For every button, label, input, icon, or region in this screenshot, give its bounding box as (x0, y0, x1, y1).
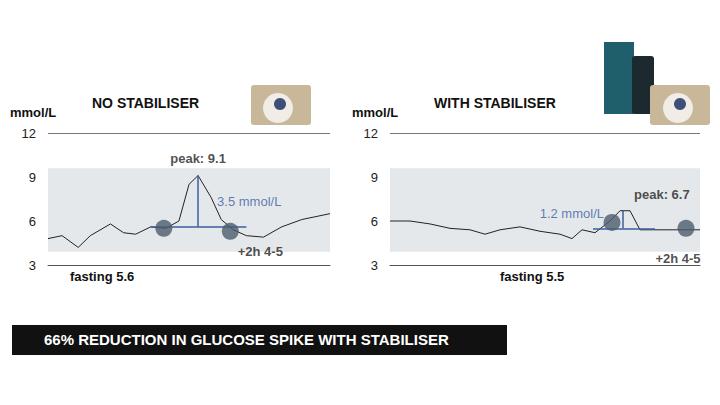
svg-text:mmol/L: mmol/L (10, 105, 56, 120)
svg-text:3: 3 (29, 258, 36, 273)
svg-text:9: 9 (371, 170, 378, 185)
svg-text:NO STABILISER: NO STABILISER (92, 95, 199, 111)
svg-text:fasting 5.6: fasting 5.6 (70, 269, 134, 284)
svg-text:12: 12 (364, 126, 378, 141)
svg-text:WITH STABILISER: WITH STABILISER (434, 95, 556, 111)
svg-text:6: 6 (371, 214, 378, 229)
svg-text:fasting 5.5: fasting 5.5 (500, 269, 564, 284)
svg-text:peak: 9.1: peak: 9.1 (170, 151, 226, 166)
svg-text:66% REDUCTION IN GLUCOSE SPIKE: 66% REDUCTION IN GLUCOSE SPIKE WITH STAB… (44, 331, 449, 348)
svg-text:6: 6 (29, 214, 36, 229)
svg-text:+2h 4-5: +2h 4-5 (655, 251, 700, 266)
svg-text:9: 9 (29, 170, 36, 185)
svg-text:3.5 mmol/L: 3.5 mmol/L (217, 194, 281, 209)
svg-text:peak: 6.7: peak: 6.7 (634, 187, 690, 202)
svg-text:mmol/L: mmol/L (352, 105, 398, 120)
svg-text:1.2 mmol/L: 1.2 mmol/L (540, 206, 604, 221)
svg-text:3: 3 (371, 258, 378, 273)
svg-text:+2h 4-5: +2h 4-5 (238, 244, 283, 259)
svg-text:12: 12 (22, 126, 36, 141)
